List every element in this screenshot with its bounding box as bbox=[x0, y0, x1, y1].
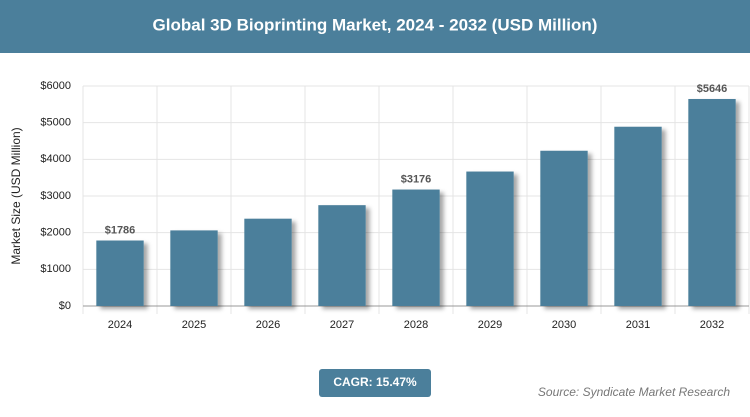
cagr-text: CAGR: 15.47% bbox=[333, 375, 417, 389]
bar bbox=[96, 240, 144, 306]
x-tick-label: 2030 bbox=[552, 319, 576, 331]
y-tick-label: $4000 bbox=[40, 153, 71, 165]
bar bbox=[170, 230, 218, 306]
x-tick-label: 2028 bbox=[404, 319, 428, 331]
bar bbox=[318, 205, 366, 306]
x-tick-label: 2031 bbox=[626, 319, 650, 331]
bar bbox=[688, 98, 736, 306]
x-tick-label: 2029 bbox=[478, 319, 502, 331]
y-tick-label: $6000 bbox=[40, 80, 71, 92]
bar bbox=[540, 150, 588, 306]
bar bbox=[244, 218, 292, 306]
x-tick-label: 2032 bbox=[700, 319, 724, 331]
bar bbox=[392, 189, 440, 306]
x-tick-label: 2027 bbox=[330, 319, 354, 331]
cagr-badge bbox=[319, 369, 431, 397]
data-label: $1786 bbox=[105, 224, 136, 236]
x-tick-label: 2025 bbox=[182, 319, 206, 331]
source-text: Source: Syndicate Market Research bbox=[538, 385, 730, 399]
y-tick-label: $2000 bbox=[40, 227, 71, 239]
y-tick-label: $5000 bbox=[40, 117, 71, 129]
x-tick-label: 2026 bbox=[256, 319, 280, 331]
bar bbox=[614, 126, 662, 306]
y-axis-label: Market Size (USD Million) bbox=[9, 127, 23, 264]
data-label: $5646 bbox=[697, 83, 728, 95]
chart-title: Global 3D Bioprinting Market, 2024 - 203… bbox=[153, 15, 598, 34]
y-tick-label: $1000 bbox=[40, 263, 71, 275]
header-band bbox=[0, 0, 750, 53]
y-tick-label: $0 bbox=[59, 300, 71, 312]
bar bbox=[466, 171, 514, 306]
y-tick-label: $3000 bbox=[40, 190, 71, 202]
data-label: $3176 bbox=[401, 173, 432, 185]
x-tick-label: 2024 bbox=[108, 319, 132, 331]
